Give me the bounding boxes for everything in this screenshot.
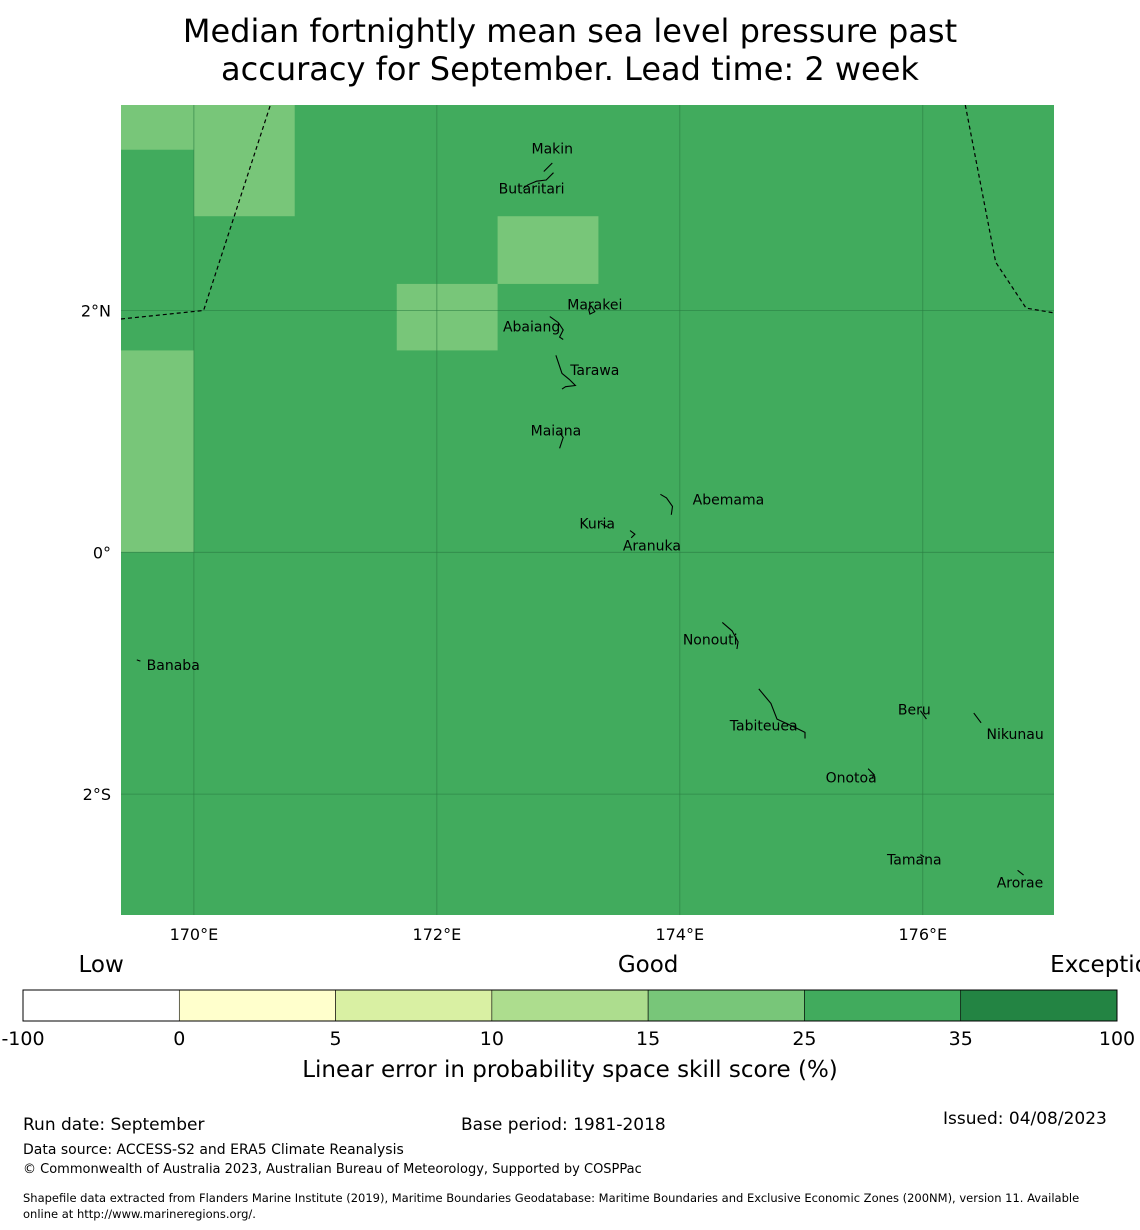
colorbar-axis-label: Linear error in probability space skill … — [302, 1057, 838, 1083]
island-outline — [522, 172, 554, 189]
island-label: Abaiang — [503, 319, 560, 335]
colorbar-category-label: Exceptional — [1050, 952, 1140, 978]
island-outline — [559, 432, 564, 449]
island-label: Aranuka — [623, 538, 681, 554]
base-period: Base period: 1981-2018 — [461, 1115, 666, 1135]
island-outline — [136, 659, 141, 662]
island-label: Makin — [532, 142, 574, 158]
shapefile-credit-line-1: Shapefile data extracted from Flanders M… — [23, 1191, 1080, 1205]
island-outline — [543, 162, 553, 172]
island-outline — [629, 530, 636, 539]
island-outline — [549, 316, 564, 340]
island-label: Marakei — [567, 298, 622, 314]
island-outline — [588, 305, 596, 315]
skill-cell-15-25 — [121, 105, 194, 150]
colorbar-tick-label: 10 — [480, 1028, 504, 1050]
lon-tick-label: 172°E — [413, 925, 462, 944]
colorbar-tick-label: 15 — [636, 1028, 660, 1050]
lat-tick-label: 2°S — [83, 785, 111, 804]
colorbar-segment — [22, 989, 180, 1022]
colorbar-segment — [491, 989, 649, 1022]
island-outline — [758, 688, 806, 739]
colorbar-category-label: Good — [618, 952, 679, 978]
colorbar-tick-label: -100 — [1, 1028, 44, 1050]
colorbar-segment — [178, 989, 336, 1022]
run-date: Run date: September — [23, 1115, 205, 1135]
island-outline — [973, 712, 982, 724]
island-outline — [1017, 869, 1024, 876]
lon-tick-label: 176°E — [898, 925, 947, 944]
colorbar-tick-label: 35 — [949, 1028, 973, 1050]
island-label: Arorae — [997, 876, 1044, 892]
colorbar-tick-label: 5 — [330, 1028, 342, 1050]
colorbar-tick-label: 0 — [173, 1028, 185, 1050]
island-outline — [721, 621, 739, 650]
skill-cell-15-25 — [497, 216, 599, 284]
colorbar-category-label: Low — [78, 952, 123, 978]
island-label: Banaba — [147, 658, 200, 674]
island-outline — [867, 768, 875, 779]
island-label: Nonouti — [683, 633, 738, 649]
island-label: Onotoa — [826, 770, 877, 786]
island-label: Tabiteuea — [729, 718, 798, 734]
eez-boundary — [964, 105, 1054, 314]
colorbar-segment — [335, 989, 493, 1022]
lon-tick-label: 170°E — [170, 925, 219, 944]
copyright: © Commonwealth of Australia 2023, Austra… — [23, 1162, 642, 1177]
lat-tick-label: 0° — [93, 543, 111, 562]
island-label: Nikunau — [987, 727, 1044, 743]
skill-cell-15-25 — [396, 283, 498, 351]
island-outline — [920, 854, 925, 858]
lon-tick-label: 174°E — [656, 925, 705, 944]
data-source: Data source: ACCESS-S2 and ERA5 Climate … — [23, 1142, 404, 1158]
island-label: Maiana — [531, 423, 582, 439]
island-outline — [555, 355, 577, 390]
issued-date: Issued: 04/08/2023 — [943, 1109, 1107, 1129]
eez-boundary — [121, 105, 271, 320]
island-label: Tamana — [886, 853, 941, 869]
colorbar-segment — [647, 989, 805, 1022]
map-title-line-1: Median fortnightly mean sea level pressu… — [182, 12, 958, 50]
colorbar-segment — [960, 989, 1118, 1022]
colorbar-frame — [22, 989, 1118, 1022]
island-label: Abemama — [693, 492, 765, 508]
island-outline — [660, 493, 674, 515]
island-label: Butaritari — [499, 182, 565, 198]
island-outline — [600, 522, 608, 528]
map-title-line-2: accuracy for September. Lead time: 2 wee… — [221, 50, 919, 88]
shapefile-credit-line-2: online at http://www.marineregions.org/. — [23, 1207, 256, 1221]
map-content: Makin Butaritari Marakei Abaiang Tarawa Maian… — [121, 105, 1054, 915]
island-outline — [919, 710, 927, 720]
skill-cell-15-25 — [193, 105, 295, 217]
colorbar-segment — [804, 989, 962, 1022]
colorbar-tick-label: 100 — [1099, 1028, 1135, 1050]
island-label: Beru — [898, 703, 931, 719]
lat-tick-label: 2°N — [81, 302, 111, 321]
island-label: Tarawa — [569, 363, 619, 379]
skill-cell-15-25 — [121, 350, 194, 553]
colorbar-tick-label: 25 — [792, 1028, 816, 1050]
island-label: Kuria — [579, 517, 615, 533]
